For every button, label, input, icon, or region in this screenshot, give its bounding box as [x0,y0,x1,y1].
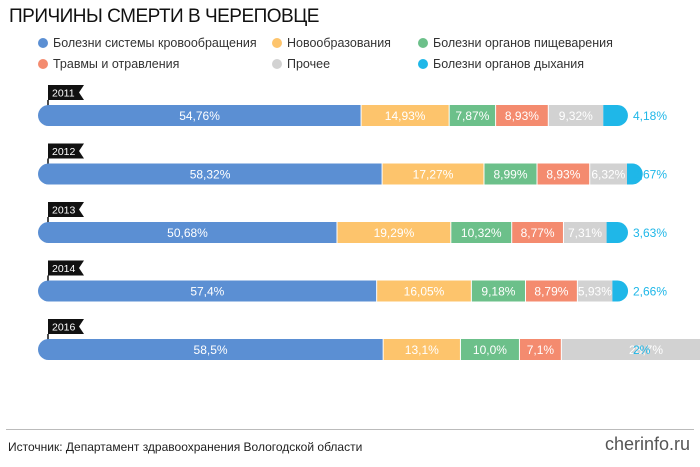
bar-segment [511,222,564,243]
legend-swatch-circulatory [38,38,48,48]
data-label: 8,99% [493,168,527,182]
data-label: 2,67% [633,168,667,182]
legend-label-neoplasms: Новообразования [287,36,391,50]
year-label: 2011 [52,88,75,100]
legend-item-digestive: Болезни органов пищеварения [418,36,613,50]
data-label: 14,93% [385,109,426,123]
legend-swatch-other [272,59,282,69]
data-label: 2,66% [633,285,667,299]
page-title: ПРИЧИНЫ СМЕРТИ В ЧЕРЕПОВЦЕ [9,6,319,27]
bar-segment [376,280,472,302]
bar-segment [548,105,604,126]
legend-label-digestive: Болезни органов пищеварения [433,36,613,50]
legend-item-neoplasms: Новообразования [272,36,391,50]
data-label: 58,5% [194,343,228,357]
bar-segment [361,105,450,126]
data-label: 6,32% [591,168,625,182]
bar-segment [449,105,496,126]
bar-segment [561,339,700,360]
data-label: 13,1% [405,343,439,357]
legend-swatch-neoplasms [272,38,282,48]
legend-swatch-injuries [38,59,48,69]
bar-segment [525,280,578,302]
bar-segment [471,280,526,302]
data-label: 28,7% [629,343,663,357]
bar-segment [38,163,383,185]
data-label: 7,87% [455,109,489,123]
legend: Болезни системы кровообращения Новообраз… [38,36,678,76]
legend-swatch-respiratory [418,59,428,69]
year-tag [48,85,84,100]
bar-segment [519,339,562,360]
data-label: 3,63% [633,226,667,240]
data-label: 50,68% [167,226,208,240]
data-label: 19,29% [374,226,415,240]
legend-item-other: Прочее [272,57,330,71]
bar-segment [38,105,362,126]
bar-segment [337,222,451,243]
bar-segment [382,163,484,185]
data-label: 16,05% [404,285,445,299]
stacked-bar-chart: 2011 54,76% 14,93% 7,87% 8,93% 9,32% 4,18% 2012… [38,85,700,360]
legend-label-injuries: Травмы и отравления [53,57,180,71]
data-label: 9,32% [559,109,593,123]
bar-segment [483,163,538,185]
bar-segment [450,222,512,243]
bar-segment [626,163,643,185]
legend-item-respiratory: Болезни органов дыхания [418,57,584,71]
legend-label-circulatory: Болезни системы кровообращения [53,36,257,50]
bar-segment [383,339,461,360]
data-label: 4,18% [633,109,667,123]
footer-divider [6,429,694,430]
year-tag [48,143,84,159]
year-tag [48,202,84,217]
source-note: Источник: Департамент здравоохранения Во… [8,440,363,454]
data-label: 58,32% [190,168,231,182]
bar-segment [38,222,338,243]
data-label: 10,32% [461,226,502,240]
bar-segment [603,105,628,126]
year-label: 2016 [52,322,76,334]
bar-segment [606,222,628,243]
bar-segment [577,280,613,302]
brand-logo: cherinfo.ru [604,434,690,454]
bar-segment [537,163,590,185]
data-label: 57,4% [190,285,224,299]
data-label: 7,31% [568,226,602,240]
year-tag [48,319,84,334]
data-label: 2% [633,343,651,357]
legend-item-injuries: Травмы и отравления [38,57,179,71]
data-label: 8,77% [521,226,555,240]
year-label: 2013 [52,205,76,217]
data-label: 9,18% [481,285,515,299]
bar-segment [460,339,520,360]
data-label: 8,93% [546,168,580,182]
data-label: 8,79% [534,285,568,299]
bar-segment [38,339,384,360]
data-label: 7,1% [527,343,555,357]
data-label: 8,93% [505,109,539,123]
year-label: 2012 [52,146,76,158]
bar-segment [495,105,549,126]
legend-swatch-digestive [418,38,428,48]
bar-segment [589,163,627,185]
legend-item-circulatory: Болезни системы кровообращения [38,36,257,50]
year-label: 2014 [52,263,76,275]
data-label: 54,76% [179,109,220,123]
year-tag [48,260,84,276]
legend-label-respiratory: Болезни органов дыхания [433,57,585,71]
legend-label-other: Прочее [287,57,331,71]
bar-segment [612,280,629,302]
bar-segment [38,280,377,302]
bar-segment [563,222,607,243]
data-label: 5,93% [578,285,612,299]
data-label: 17,27% [413,168,454,182]
data-label: 10,0% [473,343,507,357]
